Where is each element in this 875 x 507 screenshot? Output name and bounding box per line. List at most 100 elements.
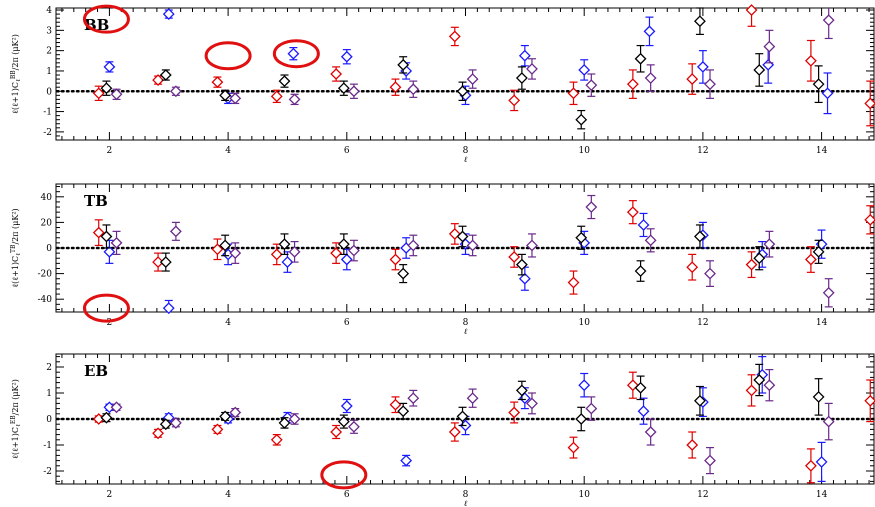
diamond-marker	[152, 74, 164, 87]
data-point	[567, 270, 580, 295]
data-point	[686, 63, 699, 95]
data-point	[278, 416, 291, 429]
data-point	[348, 239, 360, 262]
diamond-marker	[270, 433, 283, 446]
data-point	[152, 427, 164, 440]
diamond-marker	[92, 87, 105, 100]
diamond-marker	[400, 454, 413, 467]
data-point	[92, 413, 105, 425]
diamond-marker	[288, 93, 301, 106]
data-point	[508, 89, 521, 112]
data-point	[626, 200, 639, 225]
diamond-marker	[637, 405, 650, 418]
diamond-marker	[466, 73, 479, 85]
y-tick-label: -40	[38, 295, 53, 305]
data-point	[822, 8, 835, 40]
diamond-marker	[330, 247, 343, 260]
data-point	[337, 414, 350, 429]
data-point	[864, 379, 875, 423]
data-point	[812, 239, 825, 264]
x-tick-label: 6	[344, 146, 350, 156]
x-tick-label: 14	[816, 146, 828, 156]
data-point	[686, 253, 699, 281]
x-tick-label: 14	[816, 318, 828, 328]
data-point	[400, 454, 413, 467]
diamond-marker	[110, 236, 123, 249]
diamond-marker	[110, 88, 123, 101]
diamond-marker	[278, 75, 291, 88]
data-point	[804, 246, 817, 273]
data-point	[821, 72, 834, 115]
diamond-marker	[407, 239, 420, 252]
diamond-marker	[152, 427, 164, 440]
diamond-marker	[753, 64, 766, 76]
diamond-marker	[753, 252, 766, 265]
y-tick-label: 40	[41, 193, 53, 203]
x-tick-label: 8	[463, 490, 469, 500]
data-point	[804, 39, 817, 82]
diamond-marker	[389, 253, 402, 266]
diamond-marker	[229, 247, 242, 260]
diamond-marker	[804, 253, 817, 266]
diamond-marker	[745, 384, 758, 397]
data-point	[169, 416, 182, 429]
data-point	[348, 83, 360, 99]
diamond-marker	[515, 258, 528, 271]
diamond-marker	[103, 60, 116, 73]
diamond-marker	[219, 89, 232, 102]
diamond-marker	[508, 406, 521, 419]
data-point	[397, 264, 410, 284]
data-point	[211, 423, 224, 436]
diamond-marker	[526, 239, 538, 252]
diamond-marker	[804, 459, 817, 472]
diamond-marker	[515, 72, 528, 84]
diamond-marker	[575, 231, 588, 244]
diamond-marker	[812, 390, 825, 403]
data-point	[812, 65, 825, 104]
x-tick-label: 12	[697, 146, 708, 156]
y-tick-label: 1	[46, 389, 52, 399]
series-1	[92, 371, 875, 484]
diamond-marker	[162, 8, 175, 21]
diamond-marker	[348, 420, 360, 433]
diamond-marker	[330, 68, 343, 80]
data-point	[92, 85, 105, 102]
data-point	[288, 241, 301, 263]
data-point	[644, 228, 657, 253]
series-1	[92, 4, 875, 127]
data-point	[815, 441, 828, 482]
panel-tb: -40 -20 0 20 40 2 4 6 8 10 12 14 ℓ ℓ(ℓ+1)CℓTB/2π (μK²…	[10, 183, 875, 336]
x-tick-label: 4	[225, 318, 231, 328]
diamond-marker	[508, 94, 521, 107]
x-tick-label: 14	[816, 490, 828, 500]
diamond-marker	[634, 381, 647, 394]
data-point	[763, 369, 776, 402]
diamond-marker	[864, 213, 875, 226]
data-point	[822, 278, 835, 308]
diamond-marker	[162, 302, 175, 315]
y-tick-label: -20	[38, 270, 53, 280]
series-4	[110, 369, 835, 475]
diamond-marker	[211, 243, 224, 256]
diamond-marker	[169, 416, 182, 429]
diamond-marker	[634, 265, 647, 277]
x-tick-label: 8	[463, 318, 469, 328]
diamond-marker	[330, 426, 343, 438]
data-point	[169, 221, 182, 241]
diamond-marker	[270, 90, 283, 103]
data-point	[526, 233, 538, 258]
diamond-marker	[337, 415, 350, 428]
x-axis-label: ℓ	[464, 499, 468, 507]
annotation-circle	[272, 39, 320, 69]
y-tick-label: 1	[46, 67, 52, 77]
diamond-marker	[704, 454, 716, 467]
data-point	[585, 396, 598, 421]
data-point	[763, 29, 776, 64]
diamond-marker	[644, 426, 657, 438]
data-point	[585, 73, 598, 97]
diamond-marker	[578, 64, 591, 76]
data-point	[634, 44, 647, 73]
series-1	[92, 200, 875, 295]
series-4	[110, 8, 835, 106]
diamond-marker	[389, 398, 402, 411]
